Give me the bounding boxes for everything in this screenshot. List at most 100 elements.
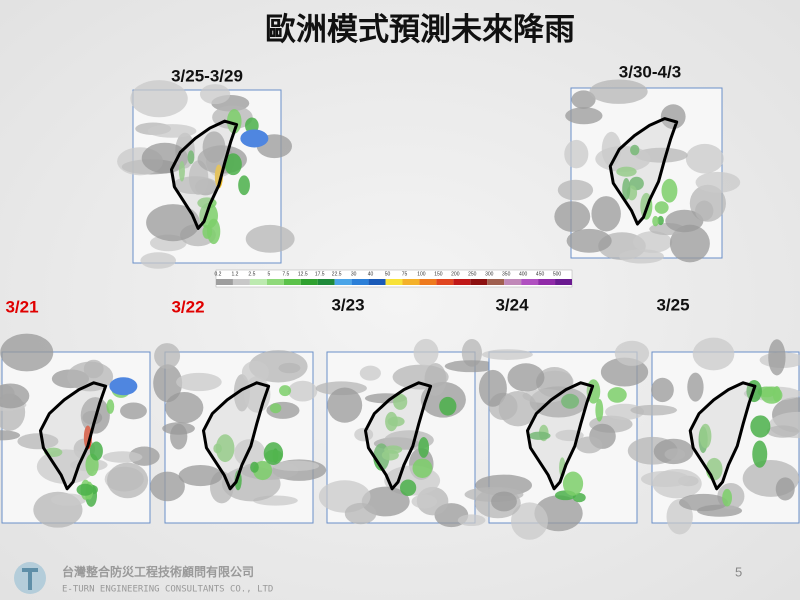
day-label: 3/24 bbox=[495, 295, 529, 314]
colorbar-swatch bbox=[300, 279, 318, 285]
period-label: 3/25-3/29 bbox=[171, 66, 243, 85]
map-shade bbox=[660, 104, 686, 130]
map-rain bbox=[279, 385, 292, 397]
map-rain bbox=[652, 215, 659, 227]
map-shade bbox=[554, 201, 591, 232]
colorbar-label: 0.2 bbox=[215, 271, 222, 277]
colorbar-label: 500 bbox=[553, 271, 562, 277]
map-shade bbox=[359, 365, 381, 381]
map-rain bbox=[439, 396, 457, 416]
map-shade bbox=[619, 249, 664, 264]
map-rain bbox=[269, 403, 282, 414]
map-shade bbox=[507, 363, 545, 392]
map-rain bbox=[106, 399, 115, 414]
colorbar-label: 250 bbox=[468, 271, 477, 277]
map-shade bbox=[278, 362, 301, 374]
colorbar-swatch bbox=[266, 279, 284, 285]
rain-map bbox=[150, 343, 327, 524]
map-rain bbox=[215, 434, 235, 463]
map-shade bbox=[775, 477, 795, 501]
map-shade bbox=[154, 343, 181, 369]
map-shade bbox=[457, 514, 486, 527]
colorbar-swatch bbox=[351, 279, 369, 285]
map-rain bbox=[699, 423, 712, 449]
colorbar-swatch bbox=[487, 279, 505, 285]
map-shade bbox=[165, 392, 204, 424]
map-shade bbox=[150, 471, 185, 502]
map-shade bbox=[0, 333, 54, 372]
colorbar-swatch bbox=[419, 279, 437, 285]
colorbar-swatch bbox=[436, 279, 454, 285]
colorbar-swatch bbox=[402, 279, 420, 285]
colorbar: 0.2 1.2 2.5 5 7.5 12.5 17.5 22.5 30 40 50 75 100 150 2… bbox=[215, 269, 573, 288]
map-rain bbox=[178, 160, 185, 182]
map-shade bbox=[510, 502, 549, 540]
taiwan-outline bbox=[38, 381, 108, 491]
map-shade bbox=[17, 433, 59, 450]
map-shade bbox=[178, 464, 223, 487]
colorbar-label: 75 bbox=[402, 271, 408, 277]
map-shade bbox=[102, 451, 143, 463]
map-shade bbox=[444, 360, 498, 373]
logo bbox=[14, 562, 46, 594]
map-shade bbox=[695, 200, 714, 221]
map-rain bbox=[187, 150, 195, 165]
map-shade bbox=[413, 338, 439, 367]
map-shade bbox=[692, 337, 735, 371]
colorbar-label: 2.5 bbox=[248, 271, 255, 277]
map-rain bbox=[89, 441, 103, 461]
day-label: 3/21 bbox=[5, 297, 38, 316]
map-shade bbox=[0, 383, 30, 409]
map-shade bbox=[685, 143, 724, 174]
map-shade bbox=[146, 204, 200, 242]
map-shade bbox=[176, 372, 222, 392]
colorbar-label: 100 bbox=[417, 271, 426, 277]
taiwan-outline bbox=[525, 381, 595, 491]
map-shade bbox=[130, 80, 188, 118]
map-shade bbox=[591, 196, 621, 232]
map-shade bbox=[461, 338, 483, 367]
map-shade bbox=[172, 176, 218, 195]
map-rain bbox=[595, 398, 604, 422]
colorbar-label: 30 bbox=[351, 271, 357, 277]
colorbar-swatch bbox=[470, 279, 488, 285]
map-rain bbox=[654, 201, 669, 214]
map-shade bbox=[354, 427, 374, 442]
slide-title: 歐洲模式預測未來降雨 bbox=[265, 12, 575, 47]
colorbar-swatch bbox=[555, 279, 572, 285]
map-shade bbox=[498, 391, 538, 427]
map-shade bbox=[288, 380, 318, 402]
rain-map bbox=[315, 338, 498, 528]
map-rain bbox=[607, 387, 627, 403]
map-rain bbox=[661, 178, 678, 203]
taiwan-outline bbox=[608, 117, 679, 226]
taiwan-outline bbox=[688, 381, 757, 491]
map-shade bbox=[564, 139, 589, 169]
day-label: 3/23 bbox=[331, 295, 364, 314]
colorbar-swatch bbox=[504, 279, 522, 285]
map-shade bbox=[575, 436, 603, 454]
colorbar-swatch bbox=[232, 279, 250, 285]
colorbar-label: 1.2 bbox=[231, 271, 238, 277]
colorbar-label: 50 bbox=[385, 271, 391, 277]
colorbar-swatch bbox=[317, 279, 335, 285]
colorbar-label: 17.5 bbox=[315, 271, 325, 277]
map-shade bbox=[147, 124, 197, 138]
map-shade bbox=[630, 404, 678, 416]
rain-map bbox=[464, 340, 650, 540]
map-shade bbox=[140, 252, 177, 269]
map-rain bbox=[528, 431, 551, 440]
colorbar-label: 300 bbox=[485, 271, 494, 277]
map-rain bbox=[399, 479, 417, 497]
colorbar-label: 200 bbox=[451, 271, 460, 277]
map-shade bbox=[565, 107, 603, 125]
period-label: 3/30-4/3 bbox=[619, 62, 681, 81]
rain-map bbox=[554, 79, 741, 264]
colorbar-label: 400 bbox=[519, 271, 528, 277]
map-rain bbox=[752, 440, 768, 468]
map-shade bbox=[557, 179, 594, 201]
map-group bbox=[0, 79, 800, 540]
map-shade bbox=[120, 402, 147, 420]
colorbar-swatch bbox=[453, 279, 471, 285]
